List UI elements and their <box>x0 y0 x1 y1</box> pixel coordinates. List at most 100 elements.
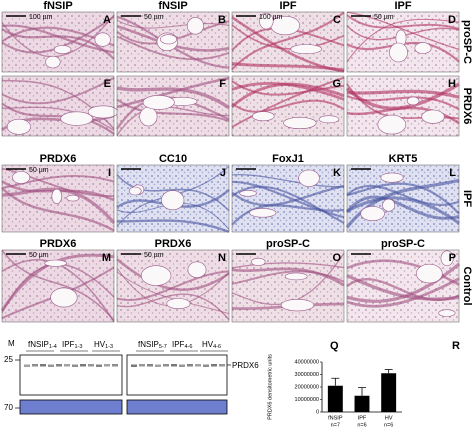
micrograph-texture <box>232 165 344 232</box>
protein-band <box>24 364 30 367</box>
column-header: PRDX6 <box>40 238 77 250</box>
airspace <box>87 105 119 119</box>
protein-band <box>131 364 137 367</box>
lane-label: fNSIP1-4 <box>28 340 57 350</box>
lane-label: IPF1-3 <box>62 340 82 350</box>
panel-letter: P <box>449 252 456 264</box>
x-tick-label: IPF <box>358 415 367 421</box>
tissue-strand <box>346 262 461 303</box>
y-tick-label: 30000000 <box>295 372 319 378</box>
airspace <box>249 208 277 218</box>
panel-letter: J <box>220 167 226 179</box>
airspace <box>382 198 396 212</box>
panel-frame <box>116 249 230 323</box>
n-label: n=6 <box>357 422 366 428</box>
airspace <box>51 188 63 204</box>
panel-frame <box>346 249 460 323</box>
airspace <box>389 42 408 63</box>
y-tick-label: 10000000 <box>295 397 319 403</box>
airspace <box>12 171 31 184</box>
tissue-strand <box>1 15 115 54</box>
airspace <box>44 259 67 267</box>
tissue-strand <box>116 270 230 301</box>
lane-name: fNSIP <box>28 340 49 349</box>
protein-band <box>32 364 38 367</box>
tissue-strand <box>231 174 345 188</box>
panel-frame <box>116 11 230 73</box>
panel-frame <box>116 75 230 137</box>
column-header: PRDX6 <box>155 238 192 250</box>
tissue-strand <box>346 182 460 215</box>
airspace <box>414 42 432 54</box>
size-label: 70 <box>4 403 13 412</box>
y-tick-label: 0 <box>316 409 319 415</box>
column-header: CC10 <box>159 153 187 165</box>
airspace <box>187 261 207 278</box>
airspace <box>421 109 445 124</box>
panel-letter: O <box>332 252 341 264</box>
y-tick-label: 20000000 <box>295 384 319 390</box>
panel-letter: R <box>452 340 460 352</box>
column-header: proSP-C <box>266 238 310 250</box>
scale-label: 50 µm <box>144 14 164 21</box>
tissue-strand <box>231 185 345 224</box>
tissue-strand <box>1 187 116 224</box>
lane-label: fNSIP5-7 <box>138 340 167 350</box>
protein-band <box>64 364 70 367</box>
protein-band <box>187 364 193 367</box>
tissue-strand <box>116 86 230 110</box>
tissue-strand <box>231 99 345 113</box>
lane-label: HV1-3 <box>94 340 113 350</box>
panel-letter: I <box>108 167 111 179</box>
lane-name: HV <box>94 340 106 349</box>
panel-letter: B <box>218 14 226 26</box>
airspace <box>166 298 191 309</box>
panel-frame <box>231 249 345 323</box>
lane-sub: 5-7 <box>159 344 167 350</box>
tissue-strand <box>1 76 115 105</box>
tissue-strand <box>346 274 460 301</box>
tissue-strand <box>1 28 115 60</box>
protein-band <box>104 364 110 367</box>
blot-frame <box>126 354 228 396</box>
airspace <box>290 44 322 54</box>
panel-letter: Q <box>330 340 339 352</box>
panel-frame <box>346 164 460 233</box>
panel-frame <box>1 164 115 233</box>
row-label: PRDX6 <box>461 88 473 125</box>
panel-letter: G <box>332 78 341 90</box>
panel-letter: K <box>333 167 341 179</box>
protein-band <box>40 364 46 367</box>
airspace <box>160 34 178 45</box>
row-label: Control <box>461 266 473 305</box>
tissue-strand <box>231 262 345 269</box>
error-bar <box>384 369 393 374</box>
lane-sub: 4-6 <box>184 344 192 350</box>
marker-label: M <box>8 339 15 348</box>
airspace <box>252 111 275 122</box>
tissue-strand <box>231 16 345 73</box>
airspace <box>50 287 78 308</box>
protein-band <box>163 364 169 367</box>
panel-frame <box>1 11 115 73</box>
lane-sub: 1-3 <box>74 344 82 350</box>
tissue-strand <box>1 102 115 135</box>
airspace <box>66 194 80 202</box>
protein-band <box>72 364 78 367</box>
tissue-strand <box>231 11 345 71</box>
tissue-strand <box>231 267 345 287</box>
scale-label: 100 µm <box>259 14 283 21</box>
airspace <box>380 172 404 183</box>
scale-label: 100 µm <box>29 14 53 21</box>
panel-letter: H <box>448 78 456 90</box>
panel-letter: D <box>448 14 456 26</box>
protein-band <box>195 364 201 367</box>
tissue-strand <box>345 195 460 220</box>
protein-band <box>56 364 62 367</box>
scale-label: 50 µm <box>29 167 49 174</box>
lane-name: HV <box>202 340 214 349</box>
tissue-strand <box>1 249 115 321</box>
airspace <box>139 106 158 127</box>
tissue-strand <box>116 76 230 109</box>
y-axis-label: PRDX6 densitometric units <box>267 354 273 420</box>
